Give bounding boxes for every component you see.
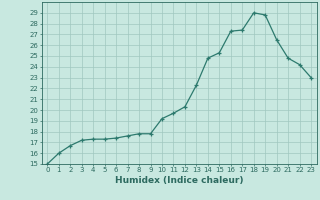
X-axis label: Humidex (Indice chaleur): Humidex (Indice chaleur)	[115, 176, 244, 185]
